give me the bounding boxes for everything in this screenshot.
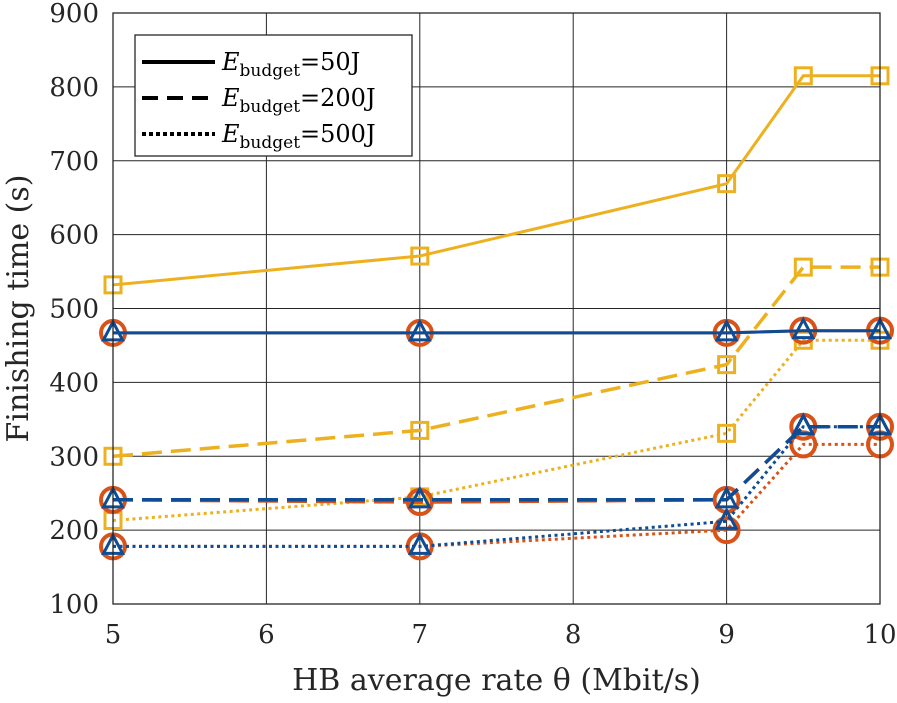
x-axis-title: HB average rate θ (Mbit/s) (292, 663, 701, 698)
data-point (714, 507, 739, 530)
x-tick-label: 7 (412, 620, 429, 650)
data-point (407, 485, 432, 509)
data-point (407, 532, 432, 555)
y-tick-label: 500 (49, 295, 99, 325)
x-tick-label: 10 (863, 620, 896, 650)
legend-label: Ebudget=500J (221, 120, 376, 153)
series-9 (101, 412, 892, 555)
data-point (714, 318, 739, 342)
y-tick-label: 600 (49, 221, 99, 251)
series-2 (103, 257, 890, 466)
y-tick-label: 200 (49, 516, 99, 546)
data-point (410, 420, 430, 440)
series-line (112, 74, 880, 287)
series-layer (99, 66, 894, 561)
y-tick-label: 700 (49, 147, 99, 177)
series-line (112, 265, 880, 459)
series-line (113, 442, 880, 548)
series-line (113, 425, 880, 548)
data-point (717, 355, 737, 375)
data-point (714, 485, 739, 509)
y-tick-label: 800 (49, 73, 99, 103)
y-tick-label: 400 (49, 368, 99, 398)
y-axis-title: Finishing time (s) (1, 175, 36, 443)
tick-labels: 5 6 7 8 9 10 100 200 300 400 500 600 700 800 900 (49, 0, 896, 650)
data-point (407, 318, 432, 342)
data-point (791, 316, 816, 340)
data-point (712, 516, 741, 545)
series-7 (101, 316, 892, 342)
x-tick-label: 9 (718, 620, 735, 650)
series-line (112, 338, 880, 522)
legend-box (134, 34, 413, 157)
x-tick-label: 6 (258, 620, 275, 650)
data-point (791, 412, 816, 436)
y-tick-label: 900 (49, 0, 99, 29)
x-tick-label: 8 (565, 620, 582, 650)
data-point (717, 174, 737, 194)
data-point (793, 257, 813, 277)
legend-label: Ebudget=50J (221, 48, 360, 81)
series-8 (101, 412, 892, 509)
series-line (113, 329, 880, 335)
series-line (113, 424, 880, 502)
data-point (410, 246, 430, 266)
y-tick-label: 300 (49, 442, 99, 472)
series-1 (103, 66, 890, 295)
data-point (717, 423, 737, 443)
legend-label: Ebudget=200J (221, 84, 376, 117)
series-line (112, 424, 880, 504)
plot-frame (112, 12, 881, 605)
y-tick-label: 100 (49, 590, 99, 620)
data-point (793, 66, 813, 86)
x-tick-label: 5 (105, 620, 122, 650)
